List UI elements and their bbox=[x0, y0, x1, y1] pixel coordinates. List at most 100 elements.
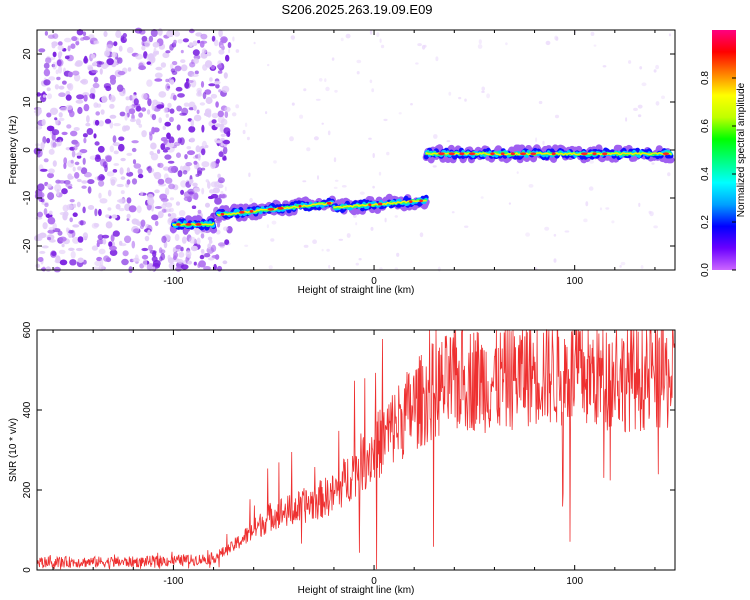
noise-speck bbox=[54, 184, 62, 192]
noise-speck bbox=[189, 236, 196, 244]
noise-speck bbox=[369, 79, 373, 84]
noise-speck bbox=[107, 189, 112, 197]
noise-speck bbox=[90, 54, 96, 59]
noise-speck bbox=[108, 241, 113, 248]
noise-speck bbox=[155, 66, 163, 71]
noise-speck bbox=[154, 206, 163, 209]
noise-speck bbox=[464, 98, 467, 102]
noise-speck bbox=[94, 141, 100, 146]
noise-speck bbox=[136, 205, 142, 214]
noise-speck bbox=[218, 29, 223, 38]
noise-speck bbox=[534, 267, 538, 270]
noise-speck bbox=[89, 93, 95, 99]
noise-speck bbox=[57, 41, 63, 46]
noise-speck bbox=[140, 191, 144, 196]
ridge-peak bbox=[520, 152, 527, 156]
colorbar-tick-label: 0.2 bbox=[700, 215, 711, 229]
noise-speck bbox=[157, 211, 164, 219]
noise-speck bbox=[271, 220, 277, 225]
noise-speck bbox=[173, 251, 179, 259]
noise-speck bbox=[109, 114, 117, 119]
ridge-peak bbox=[249, 209, 254, 213]
noise-speck bbox=[43, 79, 51, 86]
noise-speck bbox=[39, 250, 46, 254]
noise-speck bbox=[667, 172, 671, 177]
snr-y-ticks: 0 200 400 600 bbox=[22, 321, 675, 573]
noise-speck bbox=[481, 90, 485, 93]
spectrogram-x-axis-label: Height of straight line (km) bbox=[298, 285, 415, 296]
noise-speck bbox=[58, 236, 67, 242]
noise-speck bbox=[36, 125, 43, 130]
noise-speck bbox=[215, 83, 220, 89]
noise-speck bbox=[486, 93, 490, 99]
noise-speck bbox=[79, 149, 88, 154]
noise-speck bbox=[112, 142, 121, 147]
noise-speck bbox=[155, 128, 159, 133]
noise-speck bbox=[67, 45, 71, 52]
noise-speck bbox=[158, 117, 162, 124]
noise-speck bbox=[208, 257, 215, 261]
ridge-peak bbox=[185, 223, 192, 226]
noise-speck bbox=[139, 263, 145, 269]
noise-speck bbox=[324, 78, 327, 83]
noise-speck bbox=[198, 260, 207, 268]
noise-speck bbox=[396, 252, 400, 257]
noise-speck bbox=[141, 45, 146, 51]
noise-speck bbox=[93, 133, 97, 139]
noise-speck bbox=[464, 225, 469, 228]
noise-speck bbox=[141, 35, 148, 42]
noise-speck bbox=[477, 44, 483, 49]
noise-speck bbox=[333, 157, 337, 163]
noise-speck bbox=[122, 125, 127, 132]
noise-speck bbox=[331, 57, 335, 61]
noise-speck bbox=[214, 140, 223, 144]
noise-speck bbox=[73, 127, 80, 131]
spectrogram-ridges bbox=[169, 144, 675, 234]
noise-speck bbox=[368, 137, 372, 140]
noise-speck bbox=[188, 107, 195, 111]
noise-speck bbox=[376, 32, 380, 38]
noise-speck bbox=[508, 202, 511, 205]
noise-speck bbox=[58, 65, 63, 74]
noise-speck bbox=[173, 31, 181, 37]
noise-speck bbox=[51, 251, 57, 257]
noise-speck bbox=[214, 181, 220, 188]
noise-speck bbox=[175, 201, 181, 206]
noise-speck bbox=[170, 212, 177, 219]
spectrogram-noise bbox=[33, 27, 672, 274]
noise-speck bbox=[167, 102, 172, 108]
noise-speck bbox=[49, 239, 56, 243]
noise-speck bbox=[379, 38, 382, 43]
noise-speck bbox=[290, 35, 295, 40]
noise-speck bbox=[64, 55, 70, 60]
noise-speck bbox=[69, 110, 75, 118]
noise-speck bbox=[67, 71, 73, 78]
snr-x-axis-label: Height of straight line (km) bbox=[298, 585, 415, 596]
noise-speck bbox=[97, 234, 104, 240]
ridge-peak bbox=[551, 152, 556, 156]
noise-speck bbox=[177, 93, 185, 98]
noise-speck bbox=[195, 173, 200, 177]
noise-speck bbox=[83, 103, 90, 112]
noise-speck bbox=[178, 251, 185, 258]
noise-speck bbox=[303, 244, 309, 248]
noise-speck bbox=[220, 133, 226, 137]
noise-speck bbox=[126, 46, 134, 54]
noise-speck bbox=[355, 262, 359, 266]
noise-speck bbox=[207, 236, 213, 241]
noise-speck bbox=[248, 172, 251, 178]
noise-speck bbox=[77, 257, 84, 263]
noise-speck bbox=[141, 247, 149, 252]
noise-speck bbox=[168, 207, 174, 213]
noise-speck bbox=[167, 213, 171, 217]
noise-speck bbox=[197, 209, 202, 214]
noise-speck bbox=[193, 58, 200, 64]
noise-speck bbox=[111, 51, 117, 58]
noise-speck bbox=[655, 64, 659, 70]
noise-speck bbox=[372, 153, 375, 158]
noise-speck bbox=[266, 224, 269, 229]
noise-speck bbox=[175, 86, 183, 92]
noise-speck bbox=[383, 118, 388, 122]
noise-speck bbox=[81, 180, 88, 184]
